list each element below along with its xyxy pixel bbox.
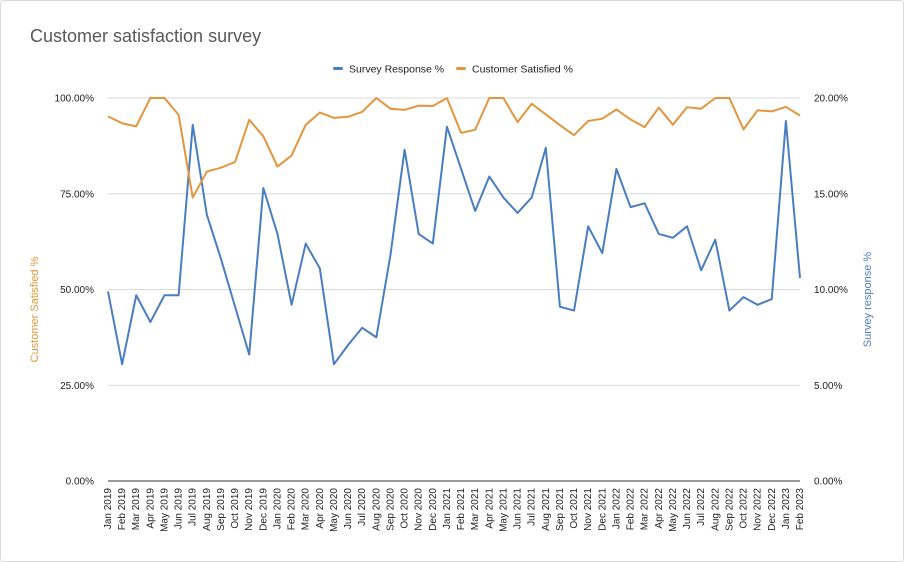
x-tick-label: Apr 2019 xyxy=(145,488,156,529)
x-tick-label: Nov 2020 xyxy=(414,488,425,531)
x-tick-label: Jul 2022 xyxy=(696,488,707,526)
x-tick-label: Jan 2022 xyxy=(611,488,622,530)
x-tick-label: Apr 2020 xyxy=(315,488,326,529)
x-tick-label: Sep 2021 xyxy=(555,488,566,531)
legend: Survey Response % Customer Satisfied % xyxy=(333,64,573,76)
x-tick-label: Jan 2019 xyxy=(103,488,114,530)
legend-label: Survey Response % xyxy=(349,64,444,76)
left-tick-label: 75.00% xyxy=(60,189,94,200)
x-tick-label: May 2019 xyxy=(159,488,170,532)
left-tick-label: 25.00% xyxy=(60,381,94,392)
x-tick-label: Feb 2021 xyxy=(456,488,467,531)
x-tick-label: May 2021 xyxy=(498,488,509,532)
right-tick-label: 15.00% xyxy=(814,189,848,200)
right-tick-label: 5.00% xyxy=(814,381,842,392)
x-tick-label: Feb 2023 xyxy=(795,488,806,531)
x-tick-label: Aug 2019 xyxy=(202,488,213,531)
x-tick-label: Nov 2019 xyxy=(244,488,255,531)
x-tick-label: Jul 2019 xyxy=(188,488,199,526)
left-tick-label: 0.00% xyxy=(66,477,94,488)
series-line xyxy=(107,97,801,199)
right-tick-label: 0.00% xyxy=(814,477,842,488)
x-tick-label: Jul 2020 xyxy=(357,488,368,526)
left-tick-label: 50.00% xyxy=(60,285,94,296)
x-tick-label: Sep 2020 xyxy=(385,488,396,531)
x-tick-label: Nov 2022 xyxy=(753,488,764,531)
x-tick-label: Oct 2020 xyxy=(400,488,411,529)
x-tick-label: Oct 2022 xyxy=(739,488,750,529)
legend-swatch xyxy=(456,67,466,70)
x-tick-label: Jul 2021 xyxy=(527,488,538,526)
x-tick-label: Apr 2021 xyxy=(484,488,495,529)
x-tick-label: Sep 2019 xyxy=(216,488,227,531)
right-tick-label: 10.00% xyxy=(814,285,848,296)
right-axis-title: Survey response % xyxy=(862,252,874,348)
left-tick-label: 100.00% xyxy=(55,94,95,105)
x-tick-label: Jun 2022 xyxy=(682,488,693,530)
x-tick-label: Aug 2021 xyxy=(541,488,552,531)
x-tick-label: Feb 2020 xyxy=(287,488,298,531)
x-axis: Jan 2019 Feb 2019 Mar 2019 Apr 2019 May 2019… xyxy=(103,488,806,532)
series-line xyxy=(107,119,801,366)
x-tick-label: Dec 2020 xyxy=(428,488,439,531)
x-tick-label: Jun 2019 xyxy=(174,488,185,530)
x-tick-label: Mar 2021 xyxy=(470,488,481,531)
x-tick-label: Jan 2020 xyxy=(272,488,283,530)
x-tick-label: Dec 2021 xyxy=(597,488,608,531)
right-y-axis: 0.00% 5.00% 10.00% 15.00% 20.00% xyxy=(814,94,848,488)
x-tick-label: Jan 2021 xyxy=(442,488,453,530)
x-tick-label: Jun 2021 xyxy=(513,488,524,530)
x-tick-label: Oct 2019 xyxy=(230,488,241,529)
x-tick-label: Sep 2022 xyxy=(724,488,735,531)
x-tick-label: Aug 2022 xyxy=(710,488,721,531)
x-tick-label: Mar 2020 xyxy=(301,488,312,531)
x-tick-label: Nov 2021 xyxy=(583,488,594,531)
x-tick-label: Feb 2022 xyxy=(626,488,637,531)
left-axis-title: Customer Satisfied % xyxy=(29,256,41,362)
x-tick-label: Apr 2022 xyxy=(654,488,665,529)
legend-label: Customer Satisfied % xyxy=(472,64,573,76)
series-lines xyxy=(107,97,801,366)
x-tick-label: Jan 2023 xyxy=(781,488,792,530)
legend-swatch xyxy=(333,67,343,70)
chart-title: Customer satisfaction survey xyxy=(30,26,262,46)
x-tick-label: Mar 2019 xyxy=(131,488,142,531)
x-tick-label: May 2020 xyxy=(329,488,340,532)
x-tick-label: Aug 2020 xyxy=(371,488,382,531)
x-tick-label: Feb 2019 xyxy=(117,488,128,531)
x-tick-label: Jun 2020 xyxy=(343,488,354,530)
right-tick-label: 20.00% xyxy=(814,94,848,105)
x-tick-label: Dec 2022 xyxy=(767,488,778,531)
x-tick-label: Mar 2022 xyxy=(640,488,651,531)
gridlines xyxy=(108,97,800,482)
x-tick-label: Dec 2019 xyxy=(258,488,269,531)
x-tick-label: Oct 2021 xyxy=(569,488,580,529)
left-y-axis: 0.00% 25.00% 50.00% 75.00% 100.00% xyxy=(55,94,95,488)
x-tick-label: May 2022 xyxy=(668,488,679,532)
